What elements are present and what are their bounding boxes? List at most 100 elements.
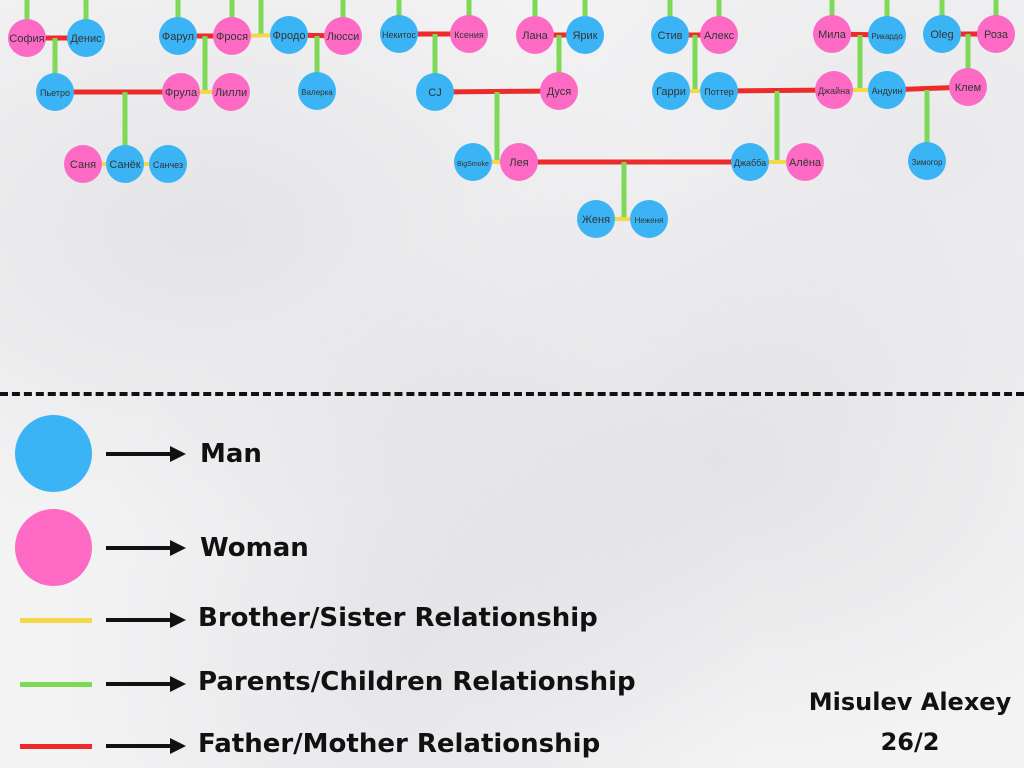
woman-circle	[324, 17, 362, 55]
woman-circle	[813, 15, 851, 53]
person-node-dzhaina: Джайна	[815, 71, 853, 109]
man-circle	[36, 73, 74, 111]
person-name: Гарри	[656, 86, 686, 98]
man-circle	[731, 143, 769, 181]
person-node-alyona: Алёна	[786, 143, 824, 181]
woman-circle	[64, 145, 102, 183]
man-circle	[652, 72, 690, 110]
person-node-garri: Гарри	[652, 72, 690, 110]
legend-sibling-label: Brother/Sister Relationship	[198, 603, 598, 633]
person-name: Фродо	[273, 30, 306, 42]
man-circle	[149, 145, 187, 183]
person-node-lana: Лана	[516, 16, 554, 54]
person-name: Oleg	[930, 29, 953, 41]
person-name: Лана	[522, 30, 548, 42]
person-name: София	[9, 33, 44, 45]
person-node-sanyok: Санёк	[106, 145, 144, 183]
person-node-cj: CJ	[416, 73, 454, 111]
man-circle	[868, 16, 906, 54]
person-name: Неженя	[635, 216, 664, 225]
person-node-frula: Фрула	[162, 73, 200, 111]
person-node-zimogor: Зимогор	[908, 142, 946, 180]
woman-circle	[213, 17, 251, 55]
person-name: Фрося	[216, 31, 248, 43]
legend-parent-child-label: Parents/Children Relationship	[198, 667, 636, 697]
spouse-line-swatch	[20, 744, 92, 749]
person-name: Зимогор	[912, 158, 943, 167]
man-circle	[566, 16, 604, 54]
legend-divider	[0, 392, 1024, 396]
woman-circle	[540, 72, 578, 110]
person-node-dzhabba: Джабба	[731, 143, 769, 181]
woman-circle	[500, 143, 538, 181]
man-circle	[416, 73, 454, 111]
woman-circle	[786, 143, 824, 181]
author-group: 26/2	[880, 728, 940, 756]
person-name: Женя	[582, 214, 610, 226]
person-name: Валерка	[301, 88, 333, 97]
legend-woman-label: Woman	[200, 533, 309, 563]
person-name: Алёна	[789, 157, 822, 169]
person-node-leya: Лея	[500, 143, 538, 181]
family-tree-diagram: София Денис Пьетро Фарул Фрося Фродо Люсси Фрул…	[8, 0, 1015, 238]
person-node-farul: Фарул	[159, 17, 197, 55]
legend-spouse-label: Father/Mother Relationship	[198, 729, 601, 759]
person-name: Лея	[509, 157, 528, 169]
woman-circle	[212, 73, 250, 111]
person-node-lyussi: Люсси	[324, 17, 362, 55]
sibling-line-swatch	[20, 618, 92, 623]
woman-circle	[815, 71, 853, 109]
person-node-roza: Роза	[977, 15, 1015, 53]
person-name: Лилли	[215, 87, 247, 99]
person-node-frosia: Фрося	[213, 17, 251, 55]
man-circle	[67, 19, 105, 57]
man-circle	[651, 16, 689, 54]
person-name: Некитос	[382, 30, 416, 40]
person-node-mila: Мила	[813, 15, 851, 53]
person-name: Люсси	[327, 31, 360, 43]
person-name: BigSmoke	[457, 161, 489, 168]
person-node-sofia: София	[8, 19, 46, 57]
man-circle	[923, 15, 961, 53]
woman-circle	[162, 73, 200, 111]
person-node-frodo: Фродо	[270, 16, 308, 54]
person-node-valerka: Валерка	[298, 72, 336, 110]
person-name: Денис	[70, 33, 102, 45]
man-circle	[868, 71, 906, 109]
arrow-right-icon	[106, 540, 186, 556]
woman-circle	[8, 19, 46, 57]
person-node-nezhenya: Неженя	[630, 200, 668, 238]
person-node-klem: Клем	[949, 68, 987, 106]
man-swatch-icon	[15, 415, 92, 492]
person-name: Саня	[70, 159, 96, 171]
person-node-oleg: Oleg	[923, 15, 961, 53]
person-name: Андуин	[872, 86, 903, 96]
person-node-ksenia: Ксения	[450, 15, 488, 53]
person-node-potter: Поттер	[700, 72, 738, 110]
man-circle	[454, 143, 492, 181]
person-node-pietro: Пьетро	[36, 73, 74, 111]
person-node-bigsmoke: BigSmoke	[454, 143, 492, 181]
man-circle	[700, 72, 738, 110]
person-node-zhenya: Женя	[577, 200, 615, 238]
man-circle	[630, 200, 668, 238]
woman-swatch-icon	[15, 509, 92, 586]
person-name: Алекс	[704, 30, 735, 42]
spouse-link	[718, 87, 835, 94]
parent-child-line-swatch	[20, 682, 92, 687]
person-node-anduin: Андуин	[868, 71, 906, 109]
legend-man-label: Man	[200, 439, 262, 469]
woman-circle	[700, 16, 738, 54]
person-name: CJ	[428, 87, 441, 99]
man-circle	[577, 200, 615, 238]
person-node-rikardo: Рикардо	[868, 16, 906, 54]
arrow-right-icon	[106, 446, 186, 462]
woman-circle	[516, 16, 554, 54]
man-circle	[106, 145, 144, 183]
person-name: Клем	[955, 82, 982, 94]
person-name: Фрула	[165, 87, 198, 99]
man-circle	[908, 142, 946, 180]
man-circle	[380, 15, 418, 53]
person-node-lilli: Лилли	[212, 73, 250, 111]
person-node-yarik: Ярик	[566, 16, 604, 54]
